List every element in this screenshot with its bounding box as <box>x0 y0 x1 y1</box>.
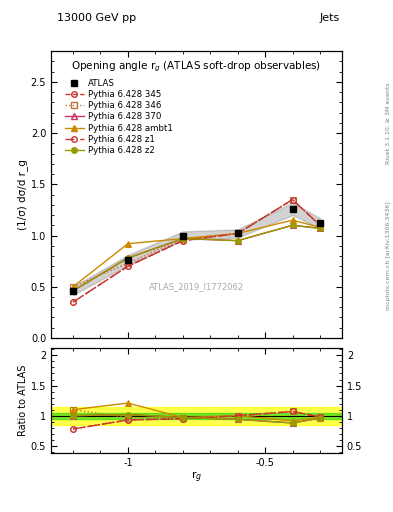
Pythia 6.428 ambt1 <box>125 241 130 247</box>
Pythia 6.428 370 <box>71 288 75 294</box>
Pythia 6.428 345 <box>180 238 185 244</box>
Pythia 6.428 z1 <box>290 197 295 203</box>
Pythia 6.428 z1 <box>235 230 240 237</box>
Text: Rivet 3.1.10, ≥ 3M events: Rivet 3.1.10, ≥ 3M events <box>386 82 391 164</box>
Pythia 6.428 z2 <box>180 236 185 242</box>
Line: ATLAS: ATLAS <box>70 206 323 294</box>
Line: Pythia 6.428 345: Pythia 6.428 345 <box>70 197 323 305</box>
Pythia 6.428 ambt1 <box>235 230 240 237</box>
Pythia 6.428 346 <box>235 230 240 237</box>
Pythia 6.428 z2 <box>290 222 295 228</box>
Pythia 6.428 z1 <box>71 299 75 305</box>
Line: Pythia 6.428 370: Pythia 6.428 370 <box>70 223 323 293</box>
Pythia 6.428 346 <box>125 260 130 266</box>
ATLAS <box>71 288 75 294</box>
Pythia 6.428 345 <box>290 197 295 203</box>
Text: mcplots.cern.ch [arXiv:1306.3436]: mcplots.cern.ch [arXiv:1306.3436] <box>386 202 391 310</box>
Pythia 6.428 370 <box>235 238 240 244</box>
Pythia 6.428 ambt1 <box>318 224 322 230</box>
Pythia 6.428 346 <box>71 284 75 290</box>
Text: 13000 GeV pp: 13000 GeV pp <box>57 13 136 23</box>
Pythia 6.428 345 <box>318 222 322 228</box>
Pythia 6.428 z1 <box>318 222 322 228</box>
ATLAS <box>290 206 295 212</box>
Pythia 6.428 370 <box>180 236 185 242</box>
ATLAS <box>125 257 130 263</box>
Y-axis label: (1/σ) dσ/d r_g: (1/σ) dσ/d r_g <box>17 159 28 230</box>
Y-axis label: Ratio to ATLAS: Ratio to ATLAS <box>18 365 28 436</box>
Pythia 6.428 ambt1 <box>180 236 185 242</box>
Pythia 6.428 346 <box>290 197 295 203</box>
Pythia 6.428 z2 <box>318 225 322 231</box>
Line: Pythia 6.428 z2: Pythia 6.428 z2 <box>70 223 323 293</box>
Pythia 6.428 370 <box>318 225 322 231</box>
X-axis label: r$_g$: r$_g$ <box>191 470 202 485</box>
Pythia 6.428 345 <box>235 230 240 237</box>
Pythia 6.428 346 <box>318 222 322 228</box>
Text: ATLAS_2019_I1772062: ATLAS_2019_I1772062 <box>149 282 244 291</box>
ATLAS <box>235 230 240 237</box>
Pythia 6.428 ambt1 <box>290 217 295 223</box>
Pythia 6.428 z2 <box>71 288 75 294</box>
ATLAS <box>180 232 185 239</box>
Pythia 6.428 345 <box>71 299 75 305</box>
Pythia 6.428 z1 <box>125 263 130 269</box>
Pythia 6.428 ambt1 <box>71 284 75 290</box>
Legend: ATLAS, Pythia 6.428 345, Pythia 6.428 346, Pythia 6.428 370, Pythia 6.428 ambt1,: ATLAS, Pythia 6.428 345, Pythia 6.428 34… <box>61 76 176 158</box>
Line: Pythia 6.428 z1: Pythia 6.428 z1 <box>70 197 323 305</box>
ATLAS <box>318 220 322 226</box>
Text: Jets: Jets <box>320 13 340 23</box>
Pythia 6.428 z1 <box>180 238 185 244</box>
Text: Opening angle r$_g$ (ATLAS soft-drop observables): Opening angle r$_g$ (ATLAS soft-drop obs… <box>72 60 321 74</box>
Pythia 6.428 345 <box>125 263 130 269</box>
Line: Pythia 6.428 ambt1: Pythia 6.428 ambt1 <box>70 218 323 289</box>
Pythia 6.428 z2 <box>235 238 240 244</box>
Line: Pythia 6.428 346: Pythia 6.428 346 <box>70 197 323 289</box>
Pythia 6.428 346 <box>180 236 185 242</box>
Pythia 6.428 370 <box>125 255 130 261</box>
Pythia 6.428 z2 <box>125 255 130 261</box>
Pythia 6.428 370 <box>290 222 295 228</box>
